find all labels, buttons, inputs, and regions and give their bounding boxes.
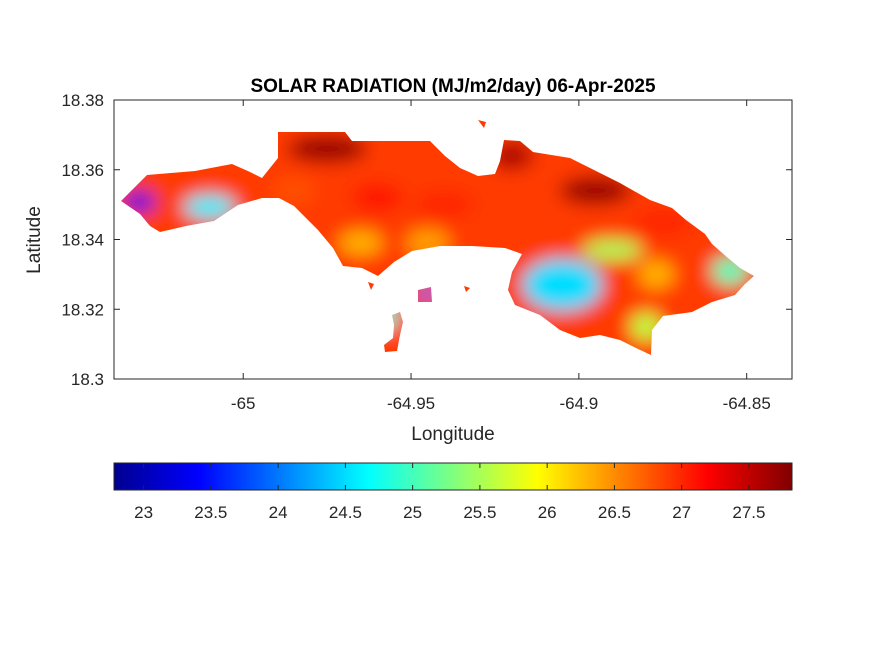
colorbar-tick-label: 25 <box>403 503 422 522</box>
y-tick-label: 18.32 <box>61 300 104 319</box>
y-tick-label: 18.38 <box>61 91 104 110</box>
y-axis-label: Latitude <box>24 206 45 274</box>
colorbar-tick-label: 25.5 <box>463 503 496 522</box>
heatmap-region <box>123 191 156 212</box>
heatmap-region <box>351 183 404 212</box>
heatmap-region <box>638 260 675 289</box>
chart-title: SOLAR RADIATION (MJ/m2/day) 06-Apr-2025 <box>250 76 655 97</box>
heatmap-region <box>582 240 643 260</box>
x-tick-label: -64.9 <box>559 394 598 413</box>
colorbar-tick-label: 24 <box>269 503 288 522</box>
y-tick-label: 18.36 <box>61 161 104 180</box>
heatmap-region <box>632 208 693 237</box>
x-tick-label: -64.85 <box>723 394 771 413</box>
heatmap-region <box>271 176 316 205</box>
colorbar-tick-label: 26 <box>538 503 557 522</box>
heatmap-region <box>287 134 368 163</box>
colorbar-tick-label: 27 <box>672 503 691 522</box>
y-tick-label: 18.34 <box>61 231 104 250</box>
heatmap-region <box>414 190 475 219</box>
colorbar <box>113 462 793 491</box>
heatmap-region <box>559 176 632 205</box>
y-tick-label: 18.3 <box>71 370 104 389</box>
x-tick-label: -65 <box>231 394 256 413</box>
colorbar-tick-label: 23 <box>134 503 153 522</box>
colorbar-tick-label: 24.5 <box>329 503 362 522</box>
y-axis-ticks: 18.3 18.32 18.34 18.36 18.38 <box>61 91 792 389</box>
x-axis-label: Longitude <box>411 424 494 445</box>
x-tick-label: -64.95 <box>387 394 435 413</box>
heatmap-region <box>183 195 236 220</box>
colorbar-tick-label: 26.5 <box>598 503 631 522</box>
colorbar-tick-label: 23.5 <box>194 503 227 522</box>
colorbar-tick-label: 27.5 <box>732 503 765 522</box>
heatmap-region <box>338 231 383 255</box>
heatmap-region <box>522 258 603 311</box>
colorbar-ticks: 23 23.5 24 24.5 25 25.5 26 26.5 27 27.5 <box>134 463 765 522</box>
x-axis-ticks: -65 -64.95 -64.9 -64.85 <box>231 100 771 413</box>
